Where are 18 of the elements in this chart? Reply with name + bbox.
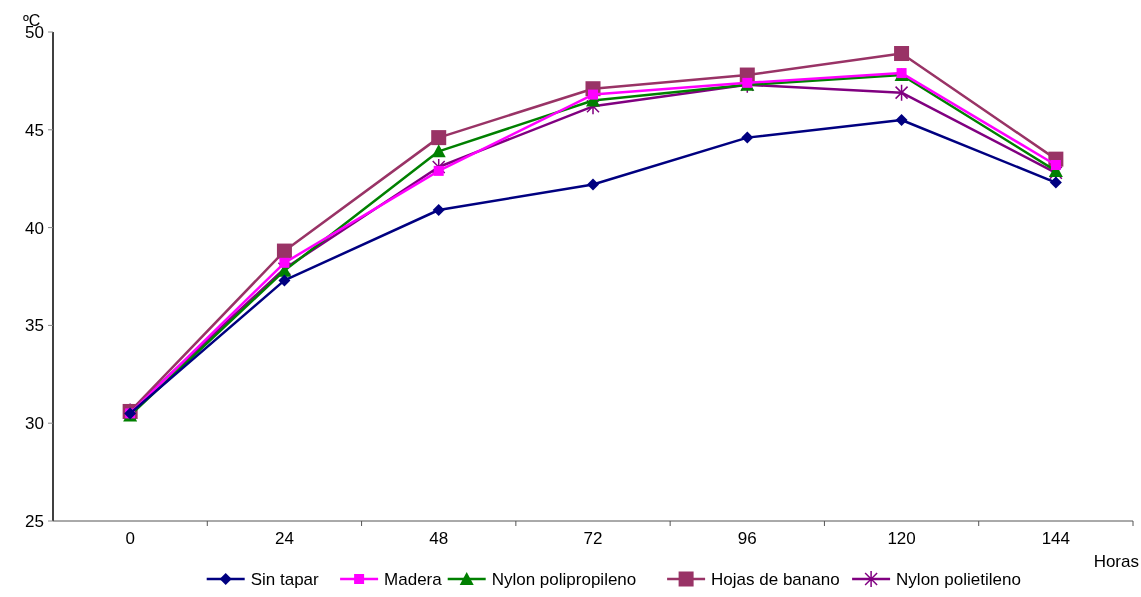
legend-label: Nylon polipropileno (491, 570, 637, 589)
x-tick-label: 96 (737, 529, 757, 548)
legend-label: Nylon polietileno (896, 570, 1021, 589)
legend-label: Madera (384, 570, 443, 589)
x-tick-label: 24 (274, 529, 294, 548)
x-tick-label: 144 (1041, 529, 1071, 548)
legend-label: Sin tapar (250, 570, 320, 589)
y-tick-label: 30 (25, 414, 44, 434)
y-tick-label: 35 (25, 316, 44, 336)
legend-label: Hojas de banano (711, 570, 840, 589)
y-tick-label: 40 (25, 218, 44, 238)
x-tick-label: 48 (429, 529, 449, 548)
y-tick-label: 25 (25, 511, 44, 531)
x-tick-label: 120 (887, 529, 916, 548)
x-axis-title: Horas (1093, 552, 1139, 571)
x-tick-label: 72 (583, 529, 603, 548)
y-tick-label: 45 (25, 120, 44, 140)
x-tick-label: 0 (125, 529, 135, 548)
